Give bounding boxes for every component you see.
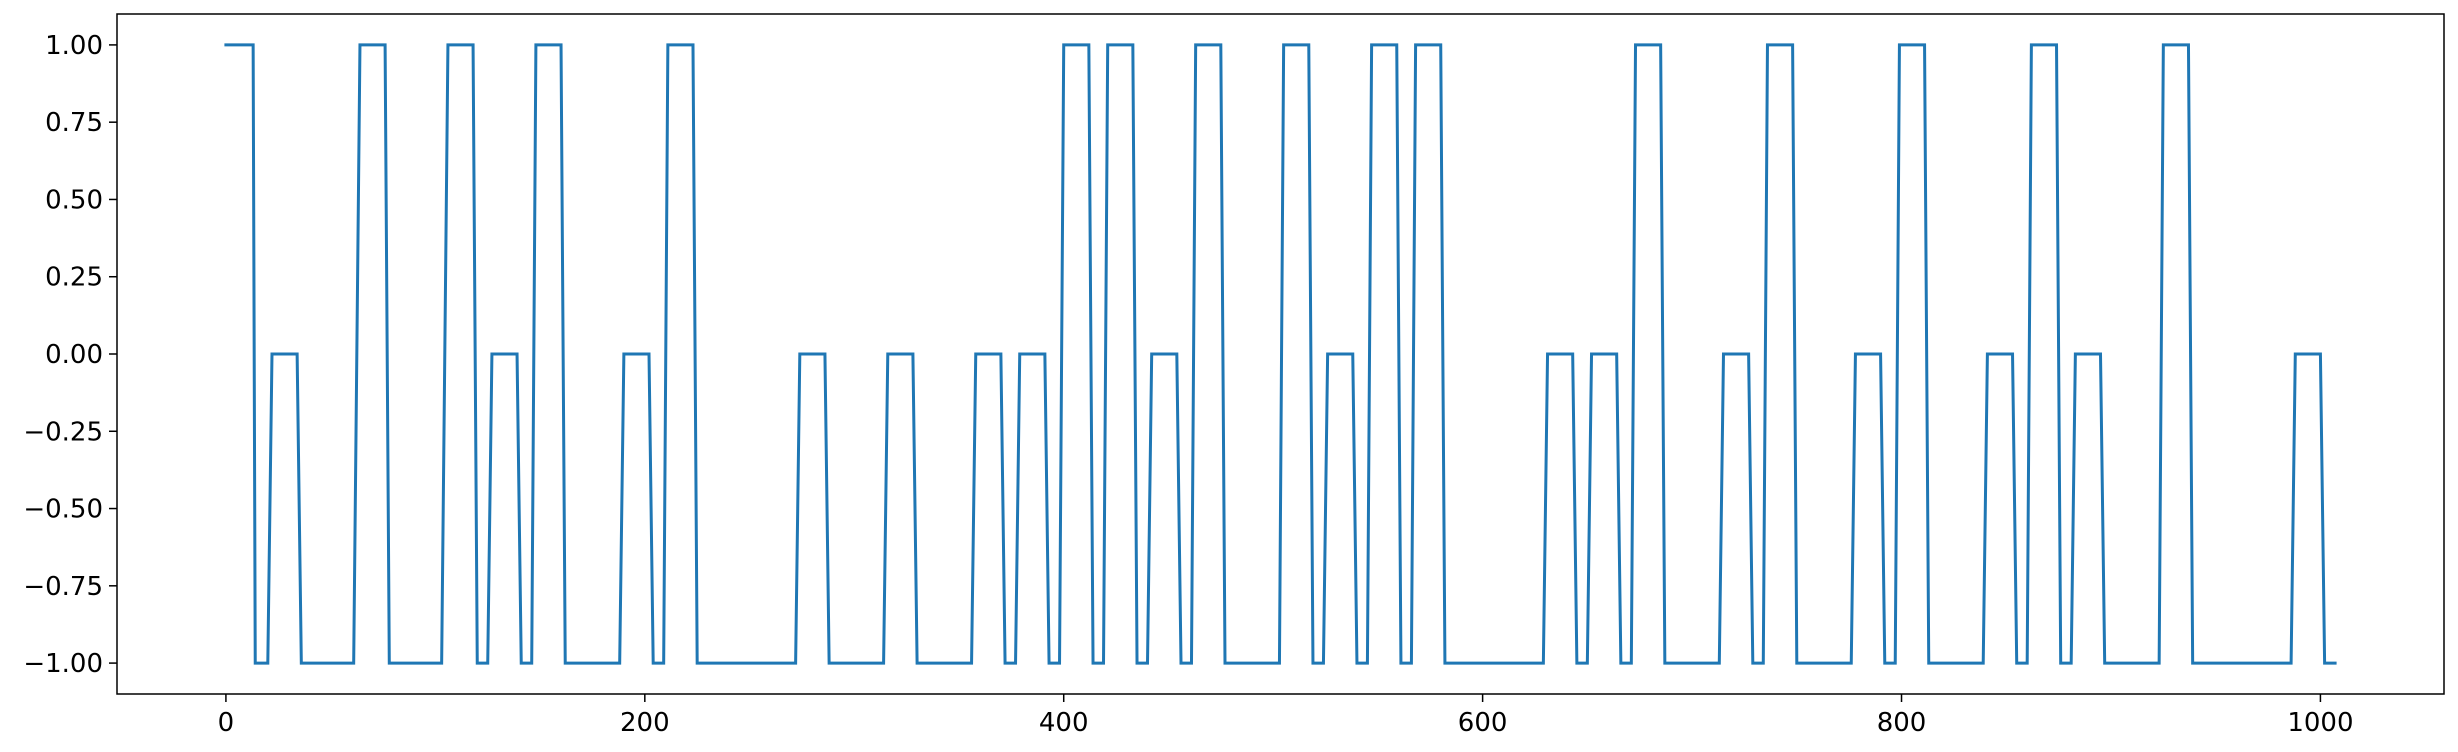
x-tick-label: 0 [218, 708, 235, 738]
plot-area [224, 43, 2337, 665]
y-tick-label: −0.25 [23, 417, 103, 447]
y-tick-label: 0.75 [45, 108, 103, 138]
y-tick-label: −1.00 [23, 649, 103, 679]
axes: 0 200 400 600 800 1000 1.00 0.75 0.50 0.25 0.00 −0.… [23, 13, 2445, 738]
y-tick-label: −0.50 [23, 495, 103, 525]
x-tick-label: 200 [620, 708, 670, 738]
x-tick-label: 600 [1458, 708, 1508, 738]
y-tick-label: 0.50 [45, 185, 103, 215]
y-tick-label: 0.00 [45, 340, 103, 370]
series-line-0 [224, 43, 2337, 665]
x-tick-label: 800 [1877, 708, 1927, 738]
y-tick-label: 1.00 [45, 31, 103, 61]
x-tick-label: 1000 [2287, 708, 2353, 738]
y-tick-label: 0.25 [45, 263, 103, 293]
y-tick-label: −0.75 [23, 572, 103, 602]
x-tick-label: 400 [1039, 708, 1089, 738]
